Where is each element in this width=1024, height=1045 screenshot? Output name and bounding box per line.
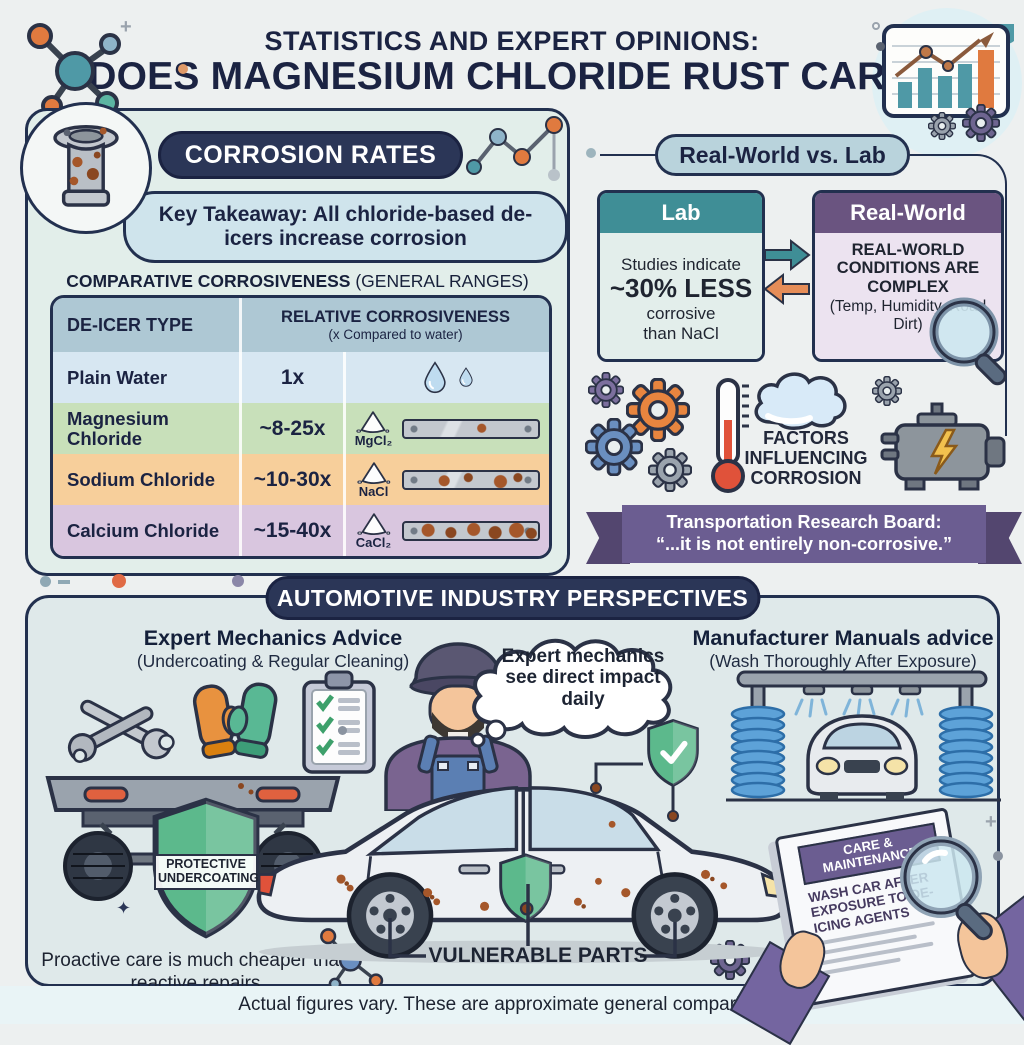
ribbon-quote: “...it is not entirely non-corrosive.” — [655, 534, 953, 554]
magnifier-icon — [929, 297, 1007, 386]
bar-chart-icon — [882, 24, 1014, 118]
exchange-arrows — [763, 238, 811, 306]
table-row: Plain Water 1x — [53, 352, 549, 403]
water-drop-icon — [422, 361, 448, 395]
quote-ribbon: Transportation Research Board: “...it is… — [586, 505, 1022, 564]
water-drop-icon — [458, 367, 474, 388]
decor-dot — [993, 851, 1003, 861]
cloud-icon — [754, 372, 847, 430]
decor-dot — [40, 576, 51, 587]
manual-booklet-group: CARE & MAINTENANCE WASH CAR AFTER EXPOSU… — [729, 803, 1024, 1045]
real-world-box-title: Real-World — [815, 193, 1001, 233]
real-vs-lab-header: Real-World vs. Lab — [655, 134, 910, 176]
lab-box: Lab Studies indicate ~30% LESS corrosive… — [597, 190, 765, 362]
decor-dot — [232, 575, 244, 587]
wrenches-icon — [67, 699, 175, 763]
salt-pile-icon — [355, 410, 391, 435]
sparkle-icon: + — [120, 16, 132, 38]
decor-dash — [58, 580, 70, 584]
decor-dot — [872, 22, 880, 30]
undercoating-shield: PROTECTIVE UNDERCOATING — [146, 796, 266, 946]
real-world-box: Real-World REAL-WORLD CONDITIONS ARE COM… — [812, 190, 1004, 362]
industry-panel: AUTOMOTIVE INDUSTRY PERSPECTIVES Expert … — [25, 576, 1024, 1045]
gear-icon — [585, 418, 643, 476]
page-title-line2: DOES MAGNESIUM CHLORIDE RUST CARS? — [88, 55, 936, 98]
thermometer-icon — [711, 378, 749, 493]
factors-label: FACTORS INFLUENCING CORROSION — [744, 428, 868, 489]
sparkle-icon: ✦ — [116, 898, 132, 918]
table-header-row: DE-ICER TYPE RELATIVE CORROSIVENESS (x C… — [53, 298, 549, 352]
line-chart-icon — [466, 116, 563, 181]
table-title-main: COMPARATIVE CORROSIVENESS — [66, 271, 351, 291]
gear-icon — [588, 372, 624, 408]
corrosion-rates-header: CORROSION RATES — [158, 131, 463, 179]
key-takeaway: Key Takeaway: All chloride-based de-icer… — [123, 191, 568, 263]
page-title-line1: STATISTICS AND EXPERT OPINIONS: — [264, 26, 760, 56]
arrow-right-icon — [764, 238, 811, 272]
industry-banner: AUTOMOTIVE INDUSTRY PERSPECTIVES — [265, 576, 760, 620]
manuals-title: Manufacturer Manuals advice — [692, 626, 994, 650]
table-title: COMPARATIVE CORROSIVENESS (GENERAL RANGE… — [28, 271, 567, 292]
car-illustration — [256, 786, 788, 964]
engine-icon — [880, 402, 1006, 491]
mechanics-title: Expert Mechanics Advice — [143, 626, 403, 650]
decor-dot — [338, 726, 347, 735]
arrow-left-icon — [763, 272, 810, 306]
gear-icon — [962, 104, 1000, 142]
table-row: Magnesium Chloride ~8-25x MgCl₂ — [53, 403, 549, 454]
rusty-metal-bar — [401, 469, 540, 490]
mechanics-subtitle: (Undercoating & Regular Cleaning) — [136, 651, 410, 671]
table-title-note: (GENERAL RANGES) — [355, 271, 529, 291]
manuals-subtitle: (Wash Thoroughly After Exposure) — [709, 651, 977, 671]
decor-dot — [178, 64, 188, 74]
car-wash-illustration — [726, 670, 1001, 802]
salt-pile-icon — [356, 461, 392, 486]
col-relative-corrosiveness: RELATIVE CORROSIVENESS (x Compared to wa… — [239, 298, 549, 352]
vulnerable-parts-label: VULNERABLE PARTS — [428, 944, 648, 967]
ribbon-source: Transportation Research Board: — [666, 512, 942, 533]
decor-dot — [112, 574, 126, 588]
rusty-metal-bar — [402, 418, 541, 439]
lab-box-title: Lab — [600, 193, 762, 233]
thought-bubble-text: Expert mechanics see direct impact daily — [501, 646, 665, 710]
gear-icon — [648, 448, 692, 492]
table-row: Sodium Chloride ~10-30x NaCl — [53, 454, 549, 505]
undercoating-shield-label: PROTECTIVE UNDERCOATING — [154, 854, 259, 890]
decor-dot — [586, 148, 596, 158]
gloves-icon — [192, 682, 278, 759]
table-row: Calcium Chloride ~15-40x CaCl₂ — [53, 505, 549, 556]
check-shield — [644, 718, 702, 790]
corroded-bolt-icon — [53, 125, 119, 207]
corroded-bolt-badge — [20, 102, 152, 234]
corrosion-rates-panel: CORROSION RATES Key Takeaway: All chlori… — [25, 108, 570, 576]
rusty-metal-bar — [401, 520, 540, 541]
corrosiveness-table: DE-ICER TYPE RELATIVE CORROSIVENESS (x C… — [50, 295, 552, 559]
vulnerable-callout-lines — [388, 884, 677, 958]
magnifier-icon — [900, 836, 993, 941]
sparkle-icon: + — [985, 811, 997, 833]
col-deicer-type: DE-ICER TYPE — [67, 314, 194, 335]
salt-pile-icon — [356, 512, 392, 537]
lab-highlight: ~30% LESS — [609, 273, 753, 304]
gear-icon — [928, 112, 956, 140]
thought-cloud — [470, 639, 673, 748]
decor-dot — [876, 42, 885, 51]
